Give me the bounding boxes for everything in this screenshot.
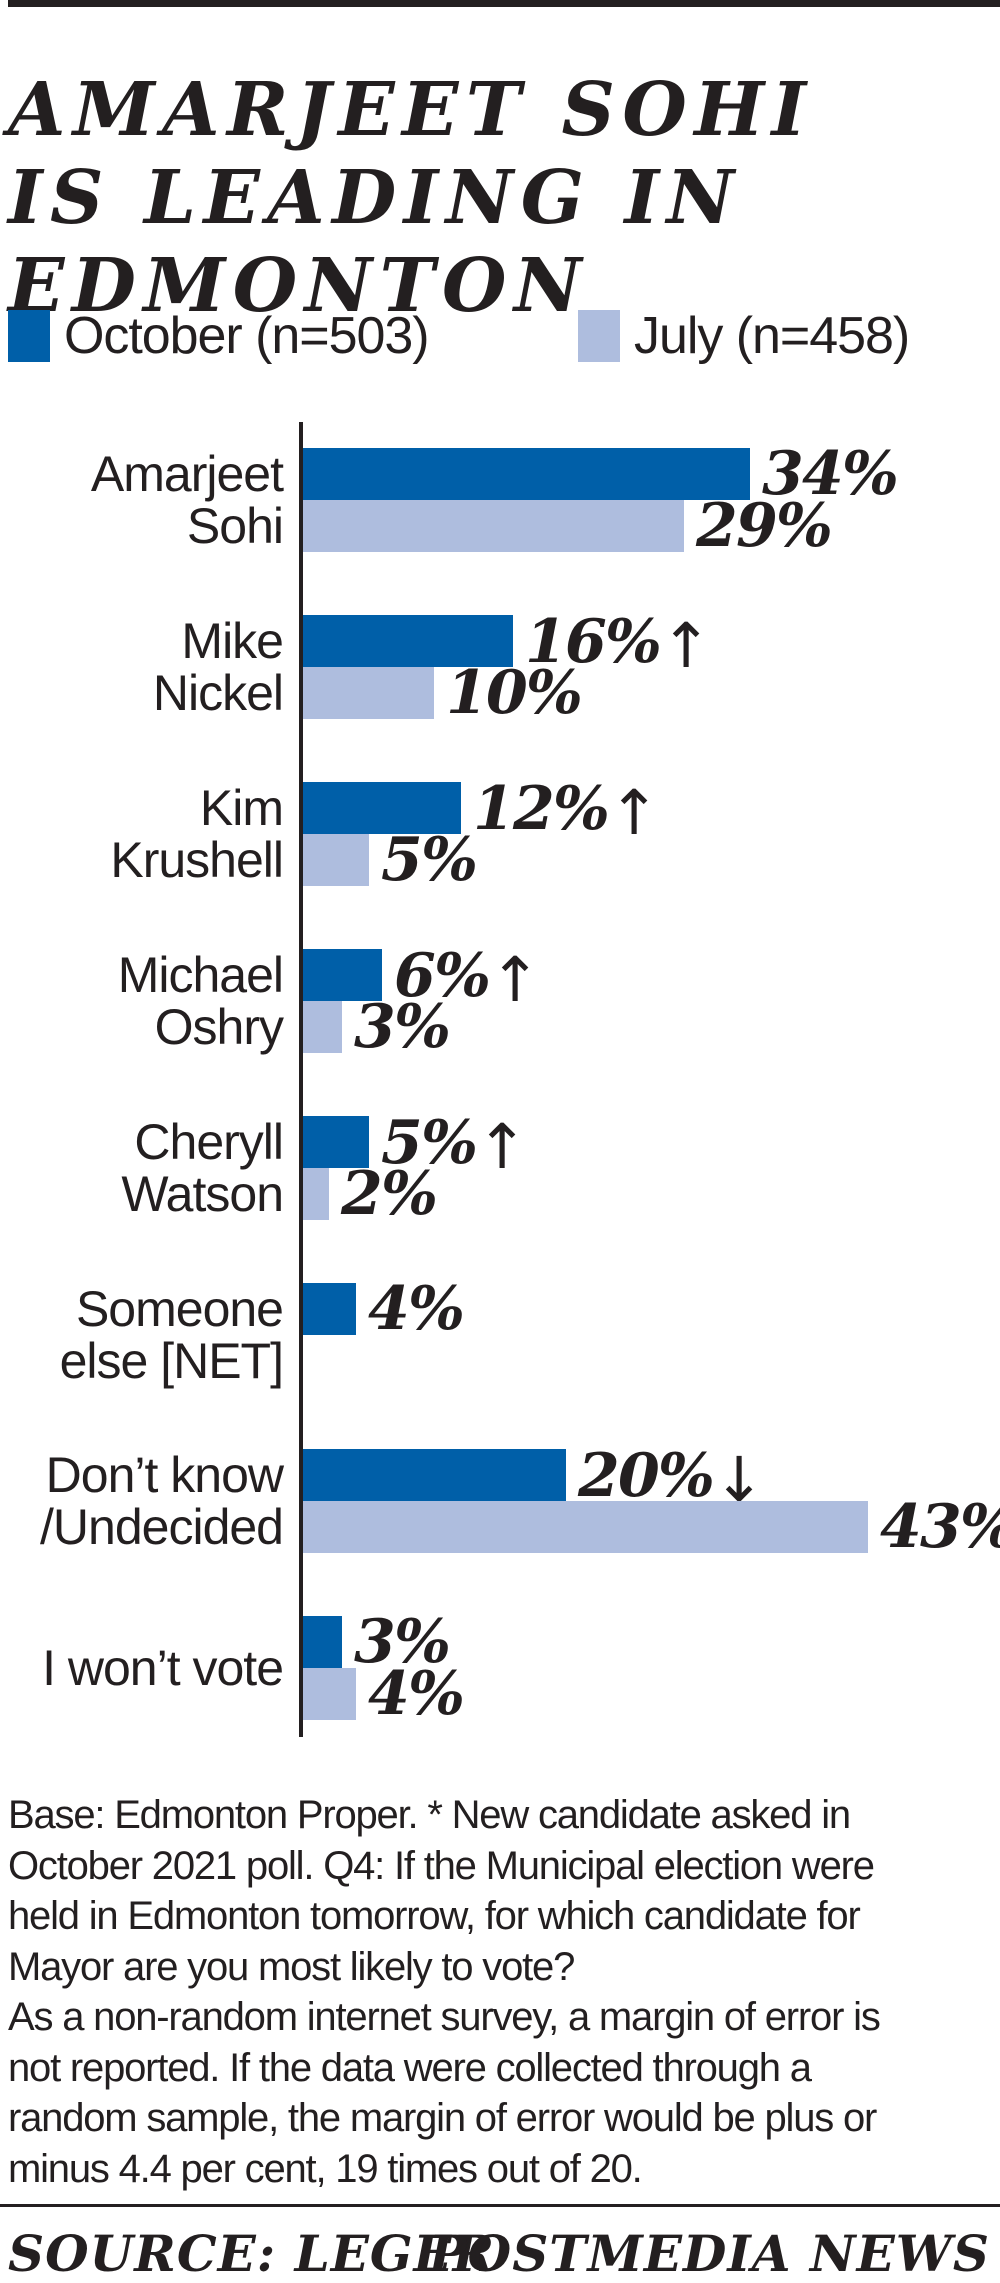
july-bar (303, 1668, 356, 1720)
trend-up-icon: ↑ (660, 609, 713, 682)
october-bar (303, 1616, 342, 1668)
october-bar (303, 615, 513, 667)
october-value-label: 6%↑ (394, 941, 542, 1016)
category-label: Amarjeet Sohi (90, 446, 284, 554)
category-label: I won’t vote (42, 1640, 284, 1696)
trend-up-icon: ↑ (489, 943, 542, 1016)
category-label: Cheryll Watson (121, 1114, 284, 1222)
july-bar (303, 1501, 868, 1553)
publisher-credit: POSTMEDIA NEWS (429, 2224, 990, 2283)
october-value-label: 3% (354, 1607, 451, 1677)
october-bar (303, 448, 750, 500)
july-bar (303, 1001, 342, 1053)
october-bar (303, 1449, 566, 1501)
october-bar (303, 1116, 369, 1168)
category-label: Mike Nickel (152, 613, 284, 721)
category-label: Michael Oshry (117, 947, 284, 1055)
y-axis-line (299, 422, 303, 1737)
july-value-label: 10% (446, 658, 583, 728)
july-legend-label: July (n=458) (634, 307, 910, 365)
july-bar (303, 1168, 329, 1220)
july-bar (303, 834, 369, 886)
bottom-rule (0, 2204, 1000, 2207)
legend-item-october: October (n=503) (8, 307, 430, 365)
october-value-label: 5%↑ (381, 1108, 529, 1183)
october-value-label: 16%↑ (525, 607, 713, 682)
july-bar (303, 500, 684, 552)
october-bar (303, 782, 461, 834)
july-bar (303, 667, 434, 719)
chart-title: AMARJEET SOHI IS LEADING IN EDMONTON (8, 66, 814, 329)
footnote-text: Base: Edmonton Proper. * New candidate a… (8, 1793, 881, 2191)
top-rule-bar (8, 0, 1000, 7)
trend-up-icon: ↑ (476, 1110, 529, 1183)
october-value-label: 34% (762, 439, 899, 509)
legend-item-july: July (n=458) (578, 307, 910, 365)
october-bar (303, 1283, 356, 1335)
october-value-label: 4% (368, 1274, 465, 1344)
july-value-label: 2% (341, 1159, 438, 1229)
july-value-label: 3% (354, 992, 451, 1062)
category-label: Someone else [NET] (59, 1281, 284, 1389)
trend-down-icon: ↓ (713, 1443, 766, 1516)
trend-up-icon: ↑ (608, 776, 661, 849)
july-legend-swatch (578, 310, 620, 362)
july-value-label: 29% (696, 491, 833, 561)
october-value-label: 12%↑ (473, 774, 661, 849)
october-legend-swatch (8, 310, 50, 362)
category-label: Don’t know /Undecided (40, 1447, 284, 1555)
october-legend-label: October (n=503) (64, 307, 430, 365)
july-value-label: 43% (880, 1492, 1000, 1562)
october-bar (303, 949, 382, 1001)
july-value-label: 4% (368, 1659, 465, 1729)
october-value-label: 20%↓ (578, 1441, 766, 1516)
source-credit: SOURCE: LEGER (8, 2224, 496, 2283)
category-label: Kim Krushell (110, 780, 284, 888)
july-value-label: 5% (381, 825, 478, 895)
